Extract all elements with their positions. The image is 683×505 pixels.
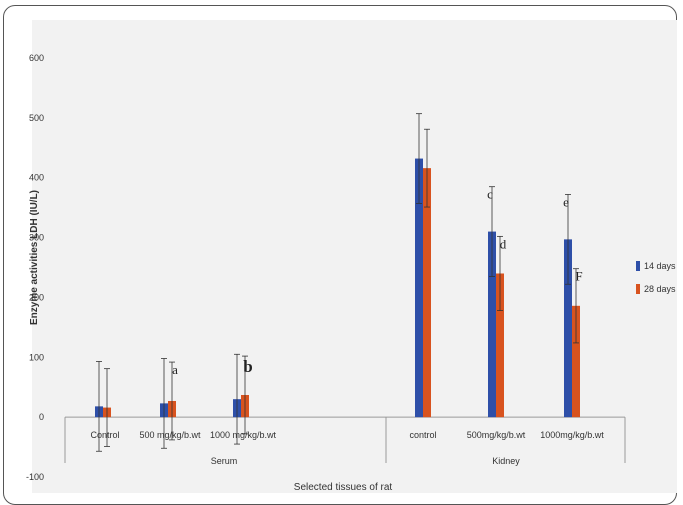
y-tick-label: 500 bbox=[29, 113, 44, 123]
x-category-label: control bbox=[409, 430, 436, 440]
bar-28-days-4 bbox=[496, 273, 504, 418]
y-tick-label: -100 bbox=[26, 472, 44, 482]
bar-28-days-5 bbox=[572, 305, 580, 418]
bar-14-days-5 bbox=[564, 239, 572, 418]
significance-letter: F bbox=[575, 269, 582, 284]
y-tick-label: 100 bbox=[29, 352, 44, 362]
legend-swatch bbox=[636, 284, 640, 294]
significance-letter: a bbox=[172, 362, 178, 377]
x-category-label: 1000 mg/kg/b.wt bbox=[210, 430, 277, 440]
significance-letter: c bbox=[487, 187, 493, 202]
y-tick-label: 300 bbox=[29, 233, 44, 243]
x-category-label: 500 mg/kg/b.wt bbox=[139, 430, 201, 440]
y-axis-title: Enzyme activities LDH (IU/L) bbox=[29, 190, 40, 325]
group-label-kidney: Kidney bbox=[492, 456, 520, 466]
legend-label: 28 days bbox=[644, 284, 676, 294]
y-tick-label: 600 bbox=[29, 53, 44, 63]
legend-label: 14 days bbox=[644, 261, 676, 271]
x-category-label: 500mg/kg/b.wt bbox=[467, 430, 526, 440]
x-category-label: Control bbox=[90, 430, 119, 440]
bar-28-days-3 bbox=[423, 168, 431, 418]
y-tick-label: 200 bbox=[29, 292, 44, 302]
y-tick-label: 0 bbox=[39, 412, 44, 422]
significance-letter: d bbox=[500, 236, 507, 251]
significance-letter: e bbox=[563, 194, 569, 209]
group-label-serum: Serum bbox=[211, 456, 238, 466]
bar-14-days-3 bbox=[415, 158, 423, 418]
x-axis-title: Selected tissues of rat bbox=[294, 482, 393, 493]
significance-letter: b bbox=[243, 357, 252, 376]
legend-swatch bbox=[636, 261, 640, 271]
bar-14-days-4 bbox=[488, 231, 496, 418]
x-category-label: 1000mg/kg/b.wt bbox=[540, 430, 604, 440]
ldh-bar-chart: -100 0 100 200 300 400 500 600 Enzyme activities… bbox=[26, 53, 676, 493]
y-tick-label: 400 bbox=[29, 173, 44, 183]
